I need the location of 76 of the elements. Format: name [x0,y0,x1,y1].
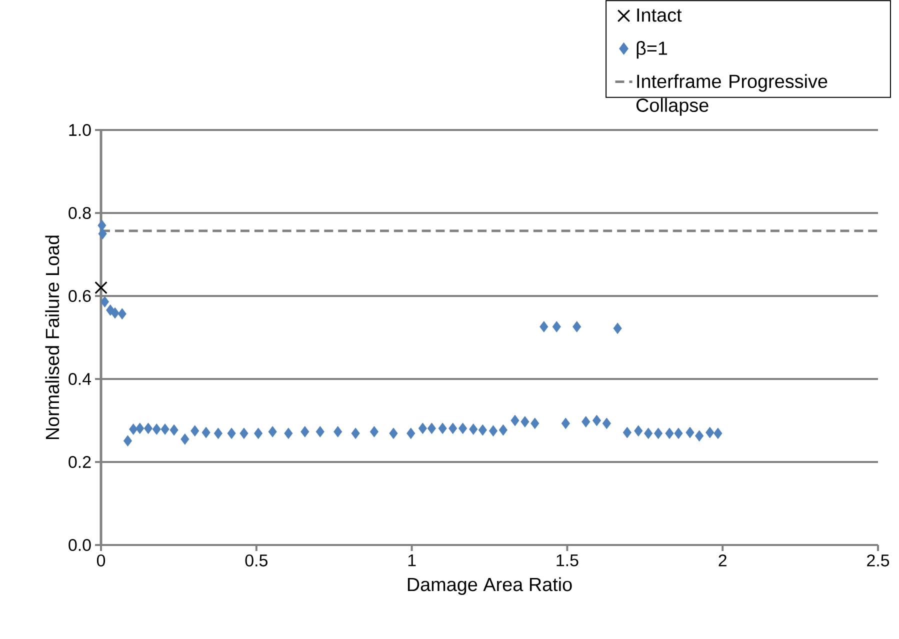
point [572,321,582,332]
point [214,428,222,440]
point [498,424,508,436]
point [389,428,398,440]
point [180,433,190,445]
point [123,435,132,446]
point [370,426,379,438]
x-axis-title: Damage Area Ratio [408,577,572,595]
point [94,281,108,294]
point [202,426,210,438]
point [592,414,602,426]
point [644,428,653,440]
point [458,422,468,434]
point [530,418,540,430]
point [110,307,120,319]
point [654,428,663,440]
legend-label: Intact [637,8,682,22]
point [694,430,704,442]
point [686,426,694,438]
point [152,424,161,435]
y-tick-label: 0.8 [68,206,91,219]
point [300,426,310,438]
y-tick-label: 0.2 [68,456,91,468]
point [334,426,342,438]
legend-label: β=1 [636,41,668,59]
point [129,424,138,435]
point [418,422,427,434]
x-tick-label: 0.5 [245,554,268,566]
point [240,428,248,440]
point [520,416,530,428]
point [714,428,722,440]
y-axis-title: Normalised Failure Load [45,236,60,440]
point [100,296,110,308]
x-tick-label: 1 [408,554,416,566]
point [478,424,487,436]
point [190,425,200,437]
point [227,428,236,440]
y-tick-label: 0.6 [68,290,91,302]
y-tick-label: 0.4 [68,372,92,385]
point [351,428,360,440]
x-tick-label: 1.5 [556,554,578,566]
point [284,428,293,440]
point [98,220,106,232]
point [316,426,324,438]
point [160,424,170,435]
point [406,428,416,440]
point [254,428,263,440]
point [552,321,561,332]
point [427,422,436,434]
point [448,422,458,434]
point [98,228,107,240]
point [488,425,498,437]
point [582,416,590,428]
point [561,418,570,430]
x-tick-label: 0 [96,554,106,566]
point [170,424,178,436]
legend-label: Interframe Progressive Collapse [636,74,828,116]
point [118,308,126,320]
point [136,422,144,434]
y-tick-label: 1.0 [69,124,91,136]
x-tick-label: 2 [718,554,726,566]
point [602,418,611,430]
y-tick-label: 0.0 [68,538,91,551]
point [438,422,447,434]
point [634,425,643,437]
x-tick-label: 2.5 [867,554,890,566]
point [665,428,674,440]
point [144,422,153,434]
point [268,426,277,438]
point [469,424,478,435]
point [510,414,520,426]
point [706,426,714,438]
point [540,321,548,332]
point [674,428,683,440]
point [622,426,632,438]
point [613,322,622,334]
